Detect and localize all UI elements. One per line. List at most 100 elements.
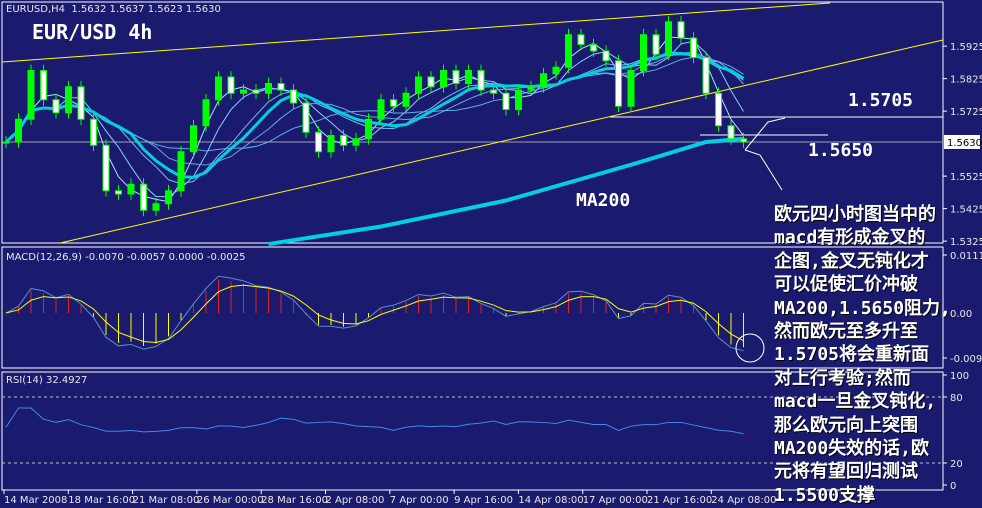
candle (665, 21, 672, 55)
time-tick-label: 21 Mar 08:00 (133, 495, 200, 506)
current-price-box (944, 135, 980, 149)
time-tick-label: 18 Mar 16:00 (68, 495, 135, 506)
candle (515, 89, 522, 110)
candle (577, 34, 585, 45)
time-tick-label: 7 Apr 00:00 (390, 495, 449, 506)
note-line: macd有形成金叉的 (774, 227, 926, 249)
rsi-tick-label: 0 (950, 481, 956, 492)
candle (227, 76, 235, 94)
candle (627, 70, 635, 107)
price-tick-label: 1.5525 (950, 172, 982, 183)
time-tick-label: 14 Mar 2008 (4, 495, 67, 506)
analysis-note: 欧元四小时图当中的 macd有形成金叉的 企图,金叉无钝化才 可以促使汇价冲破 MA20… (774, 203, 951, 507)
lower-trendline (59, 39, 944, 244)
candle (77, 86, 85, 120)
candle (365, 118, 372, 140)
candle (552, 66, 560, 75)
symbol-info: EURUSD,H4 1.5632 1.5637 1.5623 1.5630 (6, 4, 221, 15)
candle (152, 203, 160, 211)
candle (590, 44, 597, 52)
candle (540, 73, 547, 88)
candle (15, 118, 22, 143)
candle (527, 86, 535, 91)
note-line: 可以促使汇价冲破 (774, 274, 918, 296)
time-tick-label: 28 Mar 16:00 (261, 495, 328, 506)
candle (265, 83, 272, 94)
candle (652, 34, 660, 55)
candle (727, 125, 735, 140)
upper-trendline (1, 2, 831, 63)
current-price-label: 1.5630 (947, 138, 982, 149)
candle (340, 135, 347, 146)
candle (202, 99, 210, 127)
candle (252, 89, 260, 94)
note-line: 元将有望回归测试 (774, 461, 918, 483)
candle (40, 70, 47, 101)
candle (477, 70, 485, 91)
macd-tick-label: 0.00 (950, 309, 972, 320)
price-tick-label: 1.5325 (950, 237, 982, 248)
candle (115, 190, 122, 195)
candle (127, 183, 135, 195)
note-line: 对上行考验;然而 (774, 367, 911, 389)
candle (140, 183, 147, 211)
candle (502, 92, 510, 110)
candle (415, 76, 422, 94)
candle (352, 138, 360, 146)
candle (602, 50, 610, 62)
time-tick-label: 26 Mar 00:00 (197, 495, 264, 506)
candle (677, 21, 685, 39)
note-line: 那么欧元向上突围 (774, 414, 918, 436)
moving-average-line (5, 36, 744, 203)
candle (27, 70, 35, 120)
candle (640, 34, 647, 71)
macd-highlight-circle (735, 333, 765, 363)
arrow-down (744, 149, 783, 191)
price-tick-label: 1.5825 (950, 75, 982, 86)
time-tick-label: 24 Apr 08:00 (711, 495, 776, 506)
note-line: 企图,金叉无钝化才 (774, 250, 929, 272)
time-tick-label: 21 Apr 16:00 (647, 495, 712, 506)
candle (102, 144, 110, 192)
candle (65, 86, 72, 114)
candle (490, 89, 497, 94)
candle (302, 102, 310, 133)
candle (215, 76, 222, 101)
note-line: 欧元四小时图当中的 (774, 204, 936, 225)
note-line: MA200失效的话,欧 (774, 438, 930, 460)
candle (90, 118, 97, 146)
macd-signal-line (5, 284, 744, 343)
candle (52, 99, 60, 114)
candle (690, 37, 697, 58)
price-tick-label: 1.5725 (950, 107, 982, 118)
candle (565, 34, 572, 68)
arrow-up (744, 117, 786, 151)
note-line: 1.5705将会重新面 (774, 344, 930, 366)
candle (377, 99, 385, 120)
macd-pane (1, 246, 944, 369)
candle (327, 135, 335, 153)
candle (177, 151, 185, 192)
candle (240, 89, 247, 94)
price-tick-label: 1.5425 (950, 205, 982, 216)
level-1-5705-label: 1.5705 (848, 90, 914, 111)
rsi-tick-label: 20 (950, 459, 963, 470)
note-line: 1.5500支撑 (774, 484, 876, 506)
candle (702, 57, 710, 94)
rsi-label: RSI(14) 32.4927 (6, 375, 88, 386)
macd-tick-label: -0.0092 (950, 354, 982, 365)
candle (165, 190, 172, 205)
moving-average-line (5, 51, 744, 166)
candle (427, 76, 435, 88)
main-pane (1, 1, 944, 244)
note-line: 然而欧元至多升至 (774, 321, 918, 343)
rsi-line (5, 407, 744, 435)
candle (402, 92, 410, 107)
candle (715, 92, 722, 127)
ma200-label: MA200 (576, 190, 631, 211)
rsi-pane (1, 371, 944, 491)
candle (315, 131, 322, 153)
time-tick-label: 14 Apr 08:00 (518, 495, 583, 506)
